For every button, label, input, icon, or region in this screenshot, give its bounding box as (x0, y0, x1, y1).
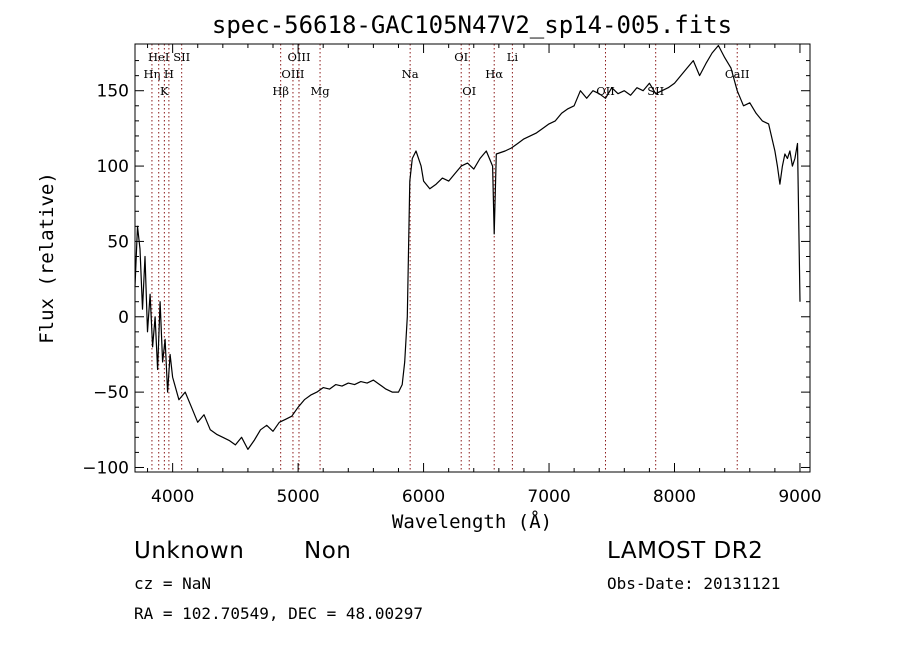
y-tick-label-4: 100 (97, 157, 129, 177)
marker-label-5: Hβ (272, 84, 289, 98)
y-axis-label: Flux (relative) (36, 172, 58, 344)
object-subclass: Non (304, 538, 352, 564)
redshift-cz: cz = NaN (134, 574, 212, 593)
chart-title: spec-56618-GAC105N47V2_sp14-005.fits (212, 11, 732, 39)
y-tick-label-5: 150 (97, 82, 129, 102)
plot-frame (134, 43, 811, 473)
object-class: Unknown (134, 538, 245, 564)
x-tick-label-2: 6000 (402, 487, 445, 507)
marker-label-7: OIII (287, 50, 310, 64)
survey-name: LAMOST DR2 (607, 538, 764, 564)
marker-label-11: OI (462, 84, 476, 98)
x-axis: 4000 5000 6000 7000 8000 9000 (147, 44, 822, 507)
y-tick-label-3: 50 (107, 232, 129, 252)
marker-label-1: HeI (148, 50, 169, 64)
y-tick-label-1: −50 (93, 383, 129, 403)
y-tick-label-0: −100 (82, 458, 129, 478)
marker-label-8: Mg (310, 84, 330, 98)
x-tick-label-0: 4000 (151, 487, 194, 507)
marker-label-9: Na (402, 67, 419, 81)
x-tick-label-4: 8000 (653, 487, 696, 507)
marker-label-16: CaII (725, 67, 750, 81)
spectrum-series (134, 44, 801, 450)
x-axis-label: Wavelength (Å) (392, 510, 552, 533)
x-tick-label-3: 7000 (527, 487, 570, 507)
marker-label-12: Hα (485, 67, 503, 81)
marker-label-14: OII (596, 84, 615, 98)
y-tick-label-2: 0 (118, 308, 129, 328)
marker-label-3: H (164, 67, 174, 81)
marker-label-4: SII (173, 50, 190, 64)
marker-label-2: K (160, 84, 169, 98)
x-tick-label-5: 9000 (778, 487, 821, 507)
y-axis: −100 −50 0 50 100 150 (82, 60, 810, 478)
marker-label-6: OIII (281, 67, 304, 81)
marker-label-10: OI (454, 50, 468, 64)
marker-label-13: Li (507, 50, 519, 64)
coordinates: RA = 102.70549, DEC = 48.00297 (134, 604, 423, 623)
observation-date: Obs-Date: 20131121 (607, 574, 781, 593)
marker-label-0: Hη (143, 67, 160, 81)
x-tick-label-1: 5000 (276, 487, 319, 507)
spectrum-line-0 (134, 44, 801, 450)
